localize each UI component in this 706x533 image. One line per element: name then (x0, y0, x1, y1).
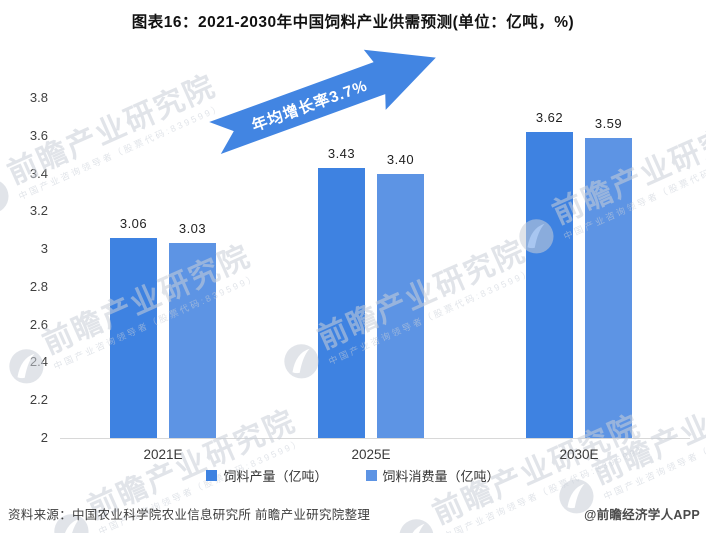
y-axis-tick-label: 2.4 (29, 354, 48, 370)
x-axis-category-label: 2030E (559, 447, 599, 462)
bar-value-label: 3.40 (386, 151, 415, 167)
y-axis-tick-label: 2 (40, 430, 48, 445)
bar-value-label: 3.62 (535, 110, 564, 125)
legend-swatch-production-icon (206, 470, 218, 481)
watermark-subtext: 中国产业咨询领导者（股票代码:839599） (16, 101, 225, 202)
growth-arrow: 年均增长率3.7% (209, 49, 436, 154)
y-axis-tick-label: 2.2 (29, 392, 48, 408)
watermark-subtext: 中国产业咨询领导者（股票代码:839599） (561, 141, 706, 242)
bar-consumption-2030E (585, 137, 632, 438)
bar-consumption-2021E (169, 243, 216, 438)
legend-swatch-consumption-icon (365, 470, 377, 481)
y-axis-tick-label: 2.8 (29, 278, 48, 294)
y-axis-tick-label: 3.4 (29, 165, 48, 181)
bar-value-label: 3.06 (119, 215, 148, 231)
growth-arrow-shape (209, 49, 436, 154)
chart-title: 图表16：2021-2030年中国饲料产业供需预测(单位：亿吨，%) (131, 14, 575, 31)
bar-value-label: 3.03 (178, 221, 207, 237)
app-credit: @前瞻经济学人APP (584, 508, 700, 522)
bar-consumption-2025E (377, 173, 424, 438)
source-note: 资料来源：中国农业科学院农业信息研究所 前瞻产业研究院整理 (8, 508, 371, 522)
x-axis-category-label: 2021E (143, 447, 183, 462)
y-axis-tick-label: 3.2 (29, 203, 48, 219)
legend-item-consumption: 饲料消费量（亿吨） (365, 466, 500, 485)
y-axis-tick-label: 3 (40, 241, 48, 257)
x-axis-category-label: 2025E (351, 447, 391, 462)
bar-production-2025E (318, 167, 365, 438)
bar-value-label: 3.43 (327, 145, 356, 161)
legend: 饲料产量（亿吨） 饲料消费量（亿吨） (0, 466, 706, 485)
legend-label-consumption: 饲料消费量（亿吨） (382, 469, 500, 484)
y-axis-tick-label: 3.8 (29, 90, 48, 105)
legend-label-production: 饲料产量（亿吨） (223, 469, 328, 484)
legend-item-production: 饲料产量（亿吨） (206, 466, 328, 485)
y-axis-tick-label: 2.6 (29, 316, 48, 332)
x-axis-line (60, 438, 690, 439)
bar-value-label: 3.59 (594, 115, 623, 131)
y-axis-tick-label: 3.6 (29, 127, 48, 143)
bar-production-2021E (110, 237, 157, 438)
footer: 资料来源：中国农业科学院农业信息研究所 前瞻产业研究院整理 @前瞻经济学人APP (8, 504, 700, 523)
bar-production-2030E (526, 132, 573, 438)
